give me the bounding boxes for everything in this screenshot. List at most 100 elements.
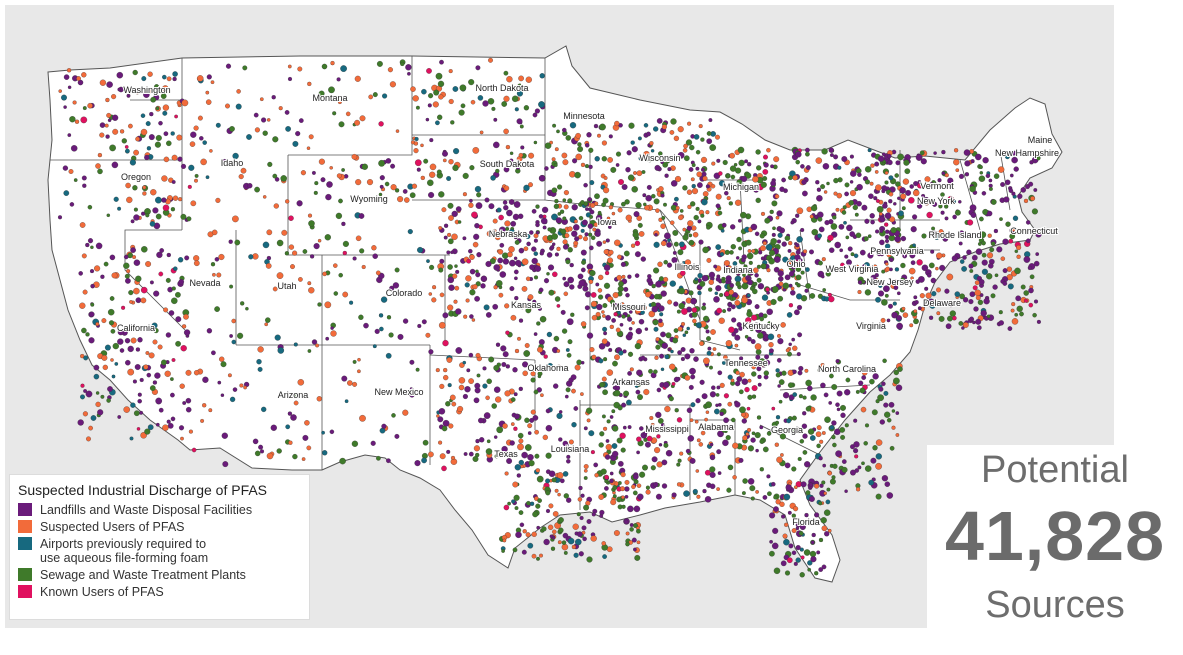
facility-dot xyxy=(800,164,805,169)
facility-dot xyxy=(1020,284,1026,290)
facility-dot xyxy=(166,140,172,147)
facility-dot xyxy=(518,75,524,82)
facility-dot xyxy=(723,260,730,267)
facility-dot xyxy=(818,456,823,461)
facility-dot xyxy=(719,252,725,257)
facility-dot xyxy=(492,218,498,224)
facility-dot xyxy=(166,419,171,424)
facility-dot xyxy=(80,116,88,124)
facility-dot xyxy=(968,299,974,305)
facility-dot xyxy=(666,241,672,248)
facility-dot xyxy=(439,59,444,65)
facility-dot xyxy=(584,232,589,237)
facility-dot xyxy=(532,112,538,118)
facility-dot xyxy=(554,296,561,302)
facility-dot xyxy=(147,424,154,431)
facility-dot xyxy=(809,214,814,219)
facility-dot xyxy=(770,164,775,169)
facility-dot xyxy=(532,415,539,421)
facility-dot xyxy=(870,219,875,225)
facility-dot xyxy=(768,348,774,354)
facility-dot xyxy=(741,491,746,496)
facility-dot xyxy=(738,389,744,395)
facility-dot xyxy=(936,252,943,259)
facility-dot xyxy=(827,470,833,476)
facility-dot xyxy=(273,203,279,209)
facility-dot xyxy=(683,143,688,149)
facility-dot xyxy=(535,204,540,209)
facility-dot xyxy=(978,165,983,170)
facility-dot xyxy=(590,235,596,241)
facility-dot xyxy=(455,347,463,354)
facility-dot xyxy=(215,197,221,203)
facility-dot xyxy=(818,260,823,266)
facility-dot xyxy=(259,97,264,102)
facility-dot xyxy=(902,312,909,318)
facility-dot xyxy=(493,386,501,393)
facility-dot xyxy=(229,284,234,289)
facility-dot xyxy=(452,273,458,279)
facility-dot xyxy=(441,207,447,213)
facility-dot xyxy=(840,434,846,440)
facility-dot xyxy=(591,512,596,517)
state-label-vermont: Vermont xyxy=(920,181,954,191)
facility-dot xyxy=(85,390,93,398)
facility-dot xyxy=(775,368,780,373)
facility-dot xyxy=(1012,215,1019,221)
facility-dot xyxy=(793,561,798,566)
state-label-south-dakota: South Dakota xyxy=(480,159,535,169)
facility-dot xyxy=(542,434,548,441)
facility-dot xyxy=(221,432,228,439)
facility-dot xyxy=(886,252,892,258)
facility-dot xyxy=(664,173,669,178)
state-label-maine: Maine xyxy=(1028,135,1053,145)
facility-dot xyxy=(834,241,841,249)
facility-dot xyxy=(609,471,614,476)
facility-dot xyxy=(253,112,259,118)
facility-dot xyxy=(555,364,563,372)
facility-dot xyxy=(586,418,591,423)
facility-dot xyxy=(257,366,263,372)
facility-dot xyxy=(773,506,779,512)
facility-dot xyxy=(112,128,119,135)
facility-dot xyxy=(90,245,94,250)
facility-dot xyxy=(627,316,633,322)
facility-dot xyxy=(636,382,641,387)
facility-dot xyxy=(409,392,415,398)
facility-dot xyxy=(725,340,733,347)
facility-dot xyxy=(113,196,119,202)
facility-dot xyxy=(152,207,159,214)
facility-dot xyxy=(292,453,298,460)
facility-dot xyxy=(779,501,785,507)
facility-dot xyxy=(468,79,475,86)
facility-dot xyxy=(454,264,458,268)
facility-dot xyxy=(205,175,210,180)
facility-dot xyxy=(793,485,798,490)
facility-dot xyxy=(242,65,248,71)
facility-dot xyxy=(538,214,544,219)
facility-dot xyxy=(765,243,773,251)
facility-dot xyxy=(513,201,521,208)
facility-dot xyxy=(897,366,903,372)
facility-dot xyxy=(738,457,744,463)
facility-dot xyxy=(745,239,752,246)
facility-dot xyxy=(753,186,759,193)
facility-dot xyxy=(663,202,667,207)
facility-dot xyxy=(919,150,925,156)
facility-dot xyxy=(881,475,889,482)
facility-dot xyxy=(746,310,753,318)
facility-dot xyxy=(798,365,804,372)
facility-dot xyxy=(385,158,392,164)
facility-dot xyxy=(953,148,959,153)
facility-dot xyxy=(821,564,827,570)
facility-dot xyxy=(721,278,726,284)
facility-dot xyxy=(755,197,761,204)
facility-dot xyxy=(788,543,794,549)
facility-dot xyxy=(884,222,889,227)
facility-dot xyxy=(193,370,200,376)
facility-dot xyxy=(869,181,874,186)
facility-dot xyxy=(777,232,783,238)
facility-dot xyxy=(671,492,677,498)
facility-dot xyxy=(376,455,381,461)
facility-dot xyxy=(618,179,624,185)
